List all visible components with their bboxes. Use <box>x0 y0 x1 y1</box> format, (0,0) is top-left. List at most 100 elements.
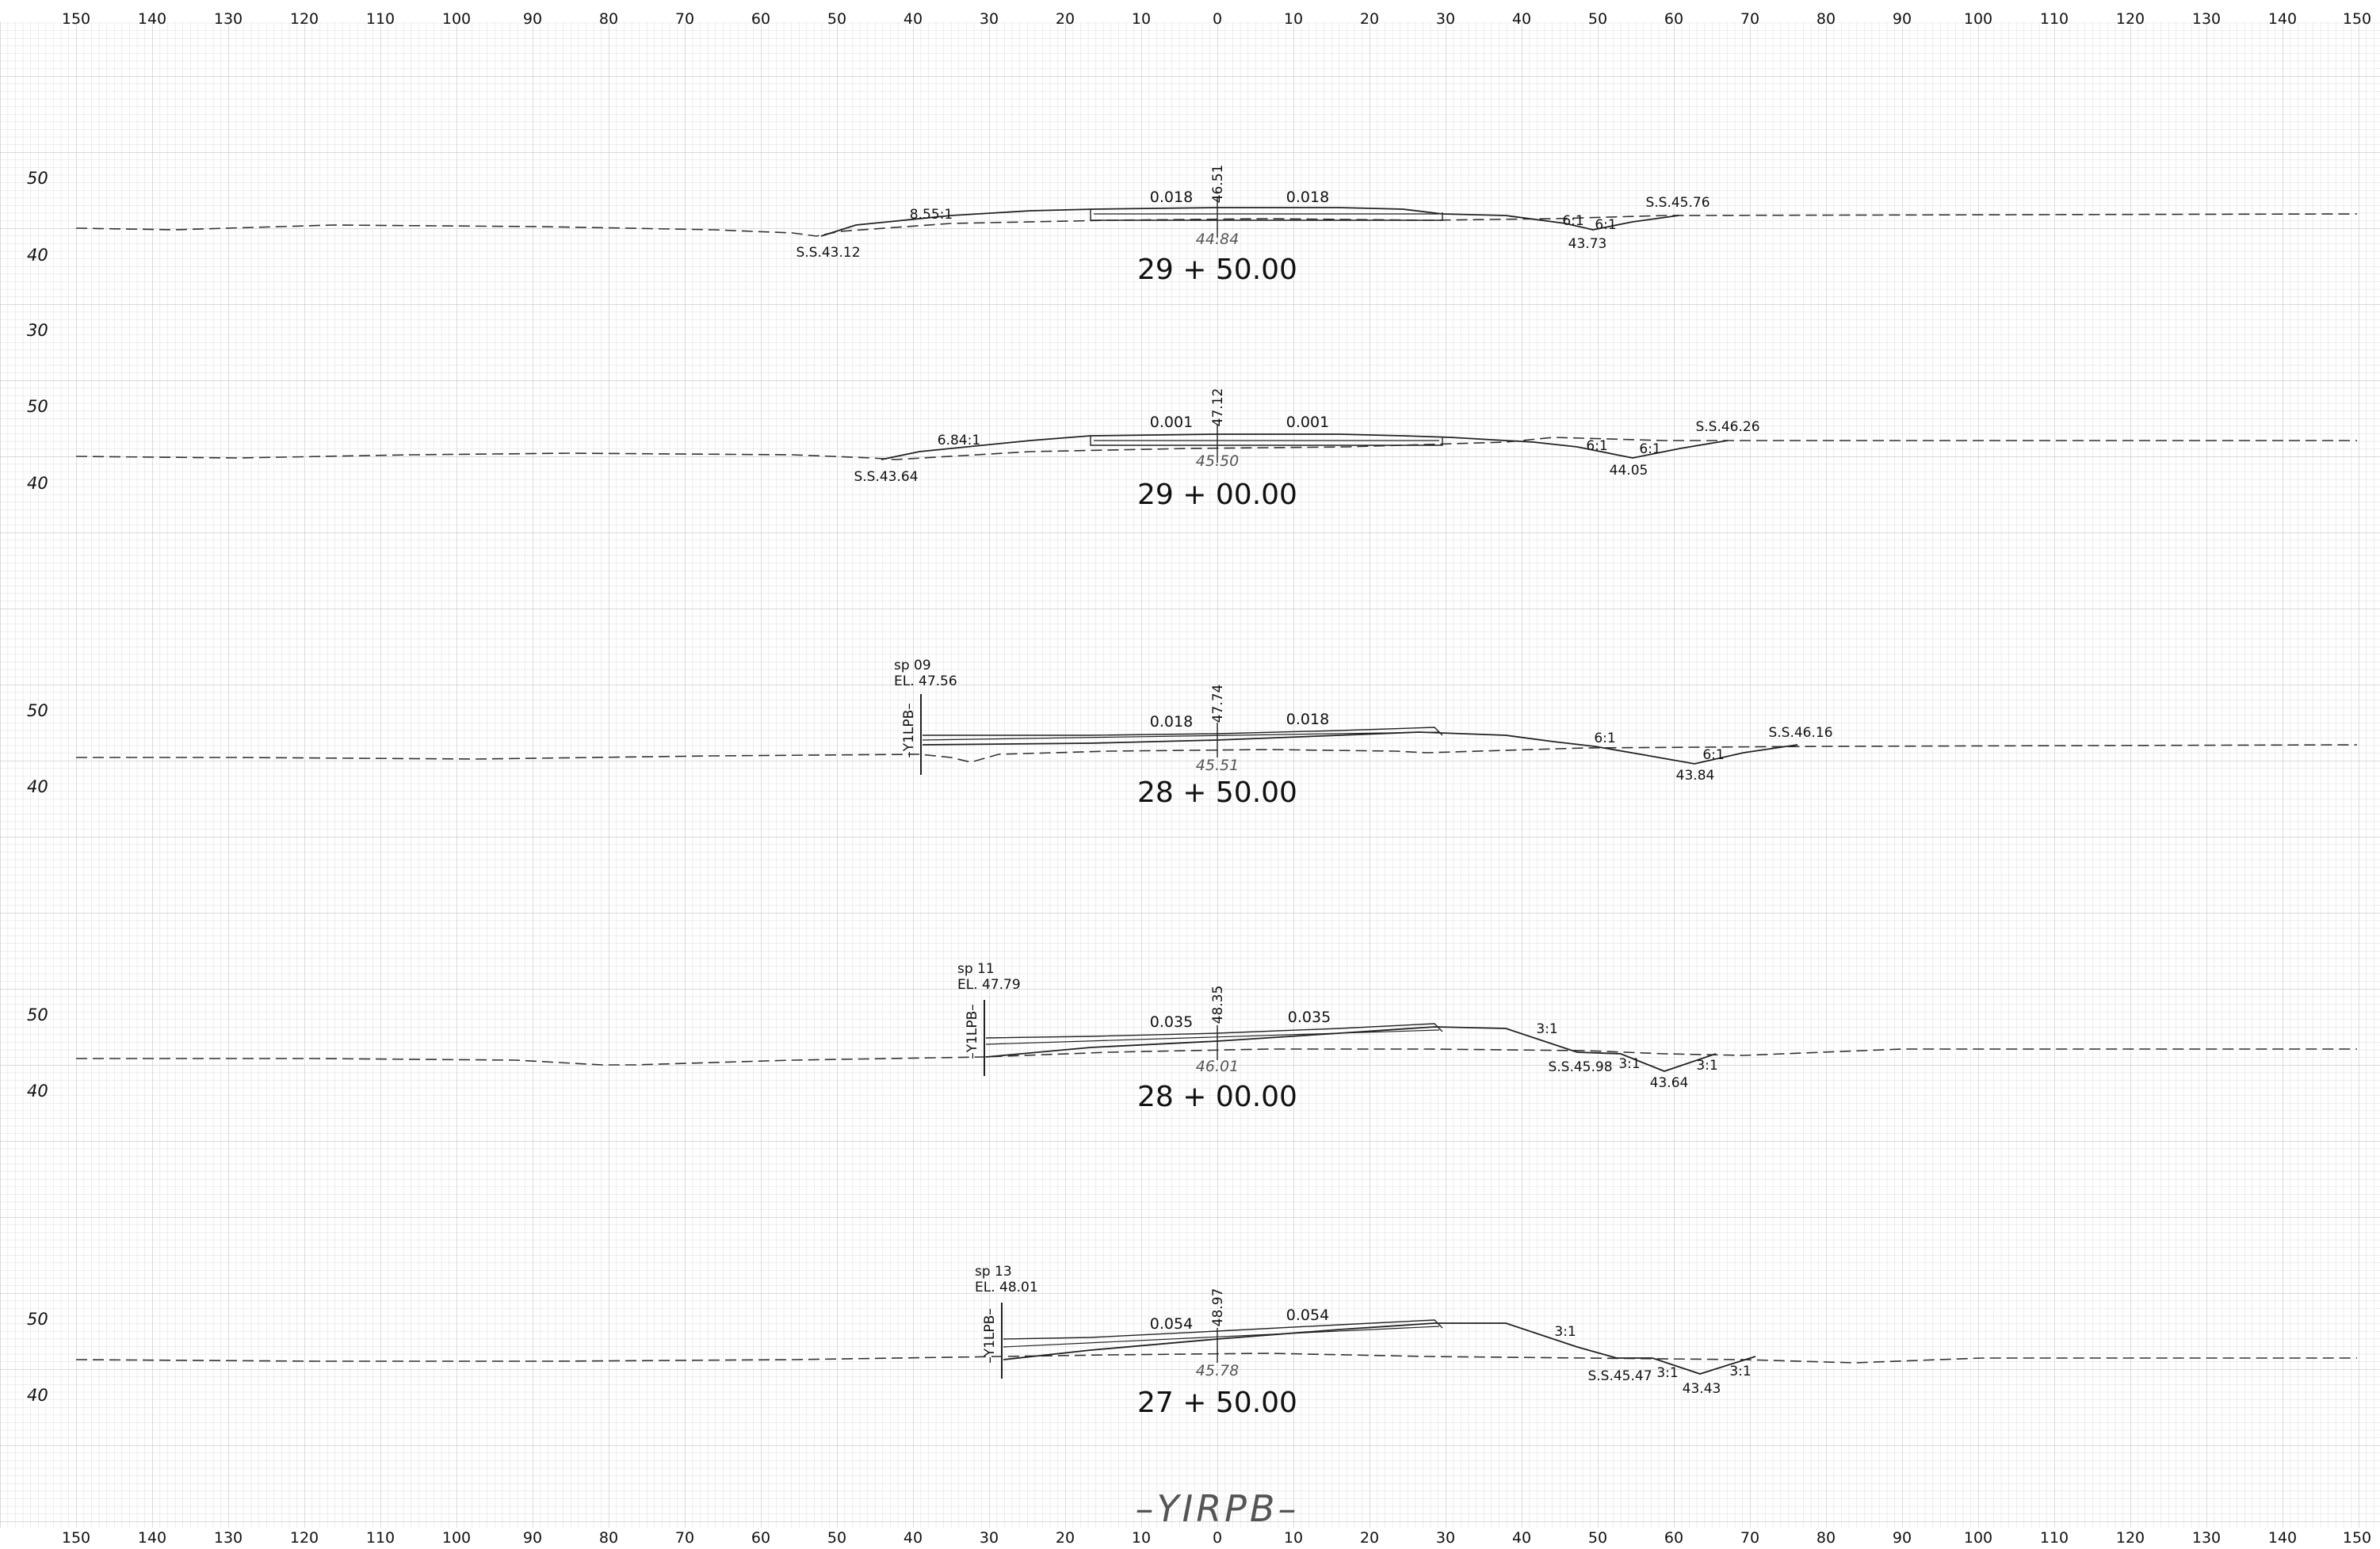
axis-label: 100 <box>442 1529 471 1547</box>
axis-label: 50 <box>1588 10 1607 28</box>
axis-label: 140 <box>138 10 166 28</box>
major-grid <box>0 22 2380 1528</box>
slope-label: 8.55:1 <box>910 207 953 223</box>
drawing-title: –YIRPB– <box>1136 1487 1300 1530</box>
cross-section-2: 50 40 47.12 0.001 0.001 45.50 6.84:1 6:1… <box>27 388 2357 511</box>
ground-elevation: 45.50 <box>1196 452 1239 470</box>
axis-label: 140 <box>138 1529 166 1547</box>
axis-label: 100 <box>1964 1529 1992 1547</box>
station-label: 28 + 00.00 <box>1137 1081 1297 1113</box>
axis-label: 40 <box>1512 1529 1531 1547</box>
axis-label: 10 <box>1284 10 1303 28</box>
grade-label-right: 0.018 <box>1286 189 1329 206</box>
axis-label: 90 <box>523 10 542 28</box>
axis-label: 80 <box>599 10 618 28</box>
ground-elevation: 45.78 <box>1196 1362 1239 1379</box>
axis-label: 20 <box>1360 10 1379 28</box>
slope-stake-right: S.S.45.98 <box>1548 1059 1612 1075</box>
station-label: 29 + 50.00 <box>1137 254 1297 286</box>
axis-label: 10 <box>1284 1529 1303 1547</box>
ground-elevation: 45.51 <box>1196 757 1239 774</box>
elevation-label: 40 <box>27 246 48 265</box>
axis-label: 0 <box>1213 10 1222 28</box>
grade-label-left: 0.018 <box>1150 189 1193 206</box>
elevation-label: 40 <box>27 1386 48 1405</box>
grade-label-left: 0.001 <box>1150 414 1193 431</box>
axis-label: 150 <box>62 1529 90 1547</box>
axis-label: 150 <box>2343 1529 2371 1547</box>
elevation-label: 40 <box>27 777 48 796</box>
existing-ground-line <box>75 1353 2357 1364</box>
slope-stake-right: S.S.46.16 <box>1768 725 1832 741</box>
slope-stake-right: S.S.46.26 <box>1695 419 1759 435</box>
axis-label: 60 <box>1664 1529 1683 1547</box>
ditch-elevation: 43.84 <box>1676 768 1715 784</box>
existing-ground-line <box>76 744 2358 763</box>
grade-label-left: 0.054 <box>1150 1315 1193 1333</box>
centerline-elevation: 46.51 <box>1210 165 1226 204</box>
axis-label: 150 <box>62 10 90 28</box>
ditch-elevation: 43.43 <box>1683 1381 1721 1397</box>
ditch-elevation: 44.05 <box>1610 463 1648 479</box>
pavement-layer <box>922 731 1440 741</box>
axis-label: 50 <box>1588 1529 1607 1547</box>
axis-label: 80 <box>1817 10 1836 28</box>
cross-section-5: 50 40 sp 13 EL. 48.01 –Y1LPB– 48.97 0.05… <box>27 1264 2357 1419</box>
slope-label: 3:1 <box>1618 1056 1640 1072</box>
axis-label: 30 <box>980 10 999 28</box>
axis-label: 90 <box>1893 10 1912 28</box>
slope-label: 3:1 <box>1729 1364 1751 1379</box>
slope-label: 6:1 <box>1702 747 1724 763</box>
existing-ground-line <box>76 1048 2357 1066</box>
pavement-layer <box>1090 436 1443 446</box>
slope-label: 3:1 <box>1554 1324 1576 1340</box>
axis-label: 140 <box>2268 1529 2297 1547</box>
cross-section-1: 50 40 30 46.51 0.018 0.018 44.84 8.55:1 … <box>27 165 2358 340</box>
elevation-label: 50 <box>27 397 48 416</box>
elevation-label: 40 <box>27 474 48 493</box>
proposed-section-line <box>820 207 1679 237</box>
survey-point-elevation: EL. 47.79 <box>957 977 1021 993</box>
elevation-label: 50 <box>27 701 48 720</box>
slope-label: 6:1 <box>1595 217 1616 233</box>
axis-label: 70 <box>675 1529 694 1547</box>
axis-label: 110 <box>366 1529 395 1547</box>
axis-label: 60 <box>751 1529 770 1547</box>
cross-section-4: 50 40 sp 11 EL. 47.79 –Y1LPB– 48.35 0.03… <box>27 961 2357 1113</box>
axis-label: 50 <box>827 1529 846 1547</box>
cross-section-3: 50 40 sp 09 EL. 47.56 –Y1LPB– 47.74 0.01… <box>27 658 2358 809</box>
axis-label: 80 <box>1817 1529 1836 1547</box>
survey-point: sp 09 <box>894 658 931 673</box>
grade-label-right: 0.035 <box>1288 1009 1331 1026</box>
axis-label: 120 <box>2116 10 2145 28</box>
axis-label: 70 <box>1740 10 1759 28</box>
station-label: 28 + 50.00 <box>1137 776 1297 809</box>
pavement-layer <box>1090 209 1443 221</box>
slope-label: 3:1 <box>1536 1021 1557 1037</box>
pavement-layer <box>923 727 1443 736</box>
axis-label: 110 <box>2040 10 2069 28</box>
elevation-label: 40 <box>27 1082 48 1101</box>
axis-label: 100 <box>1964 10 1992 28</box>
slope-stake-right: S.S.45.76 <box>1645 195 1710 211</box>
pavement-layer <box>1003 1326 1440 1348</box>
slope-label: 6:1 <box>1594 731 1615 746</box>
grade-label-right: 0.054 <box>1286 1307 1329 1324</box>
centerline-elevation: 47.12 <box>1210 388 1226 427</box>
ground-elevation: 46.01 <box>1196 1058 1239 1075</box>
station-label: 27 + 50.00 <box>1137 1387 1297 1419</box>
grade-label-left: 0.035 <box>1150 1013 1193 1031</box>
axis-label: 50 <box>827 10 846 28</box>
survey-point-elevation: EL. 47.56 <box>894 673 957 689</box>
axis-label: 100 <box>442 10 471 28</box>
proposed-section-line <box>1003 1322 1756 1375</box>
axis-label: 20 <box>1360 1529 1379 1547</box>
axis-label: 120 <box>2116 1529 2145 1547</box>
axis-label: 130 <box>214 10 243 28</box>
axis-label: 60 <box>1664 10 1683 28</box>
centerline-elevation: 47.74 <box>1210 685 1226 723</box>
centerline-elevation: 48.35 <box>1210 986 1226 1024</box>
grade-label-right: 0.018 <box>1286 711 1329 728</box>
tie-label: –Y1LPB– <box>965 1004 980 1059</box>
